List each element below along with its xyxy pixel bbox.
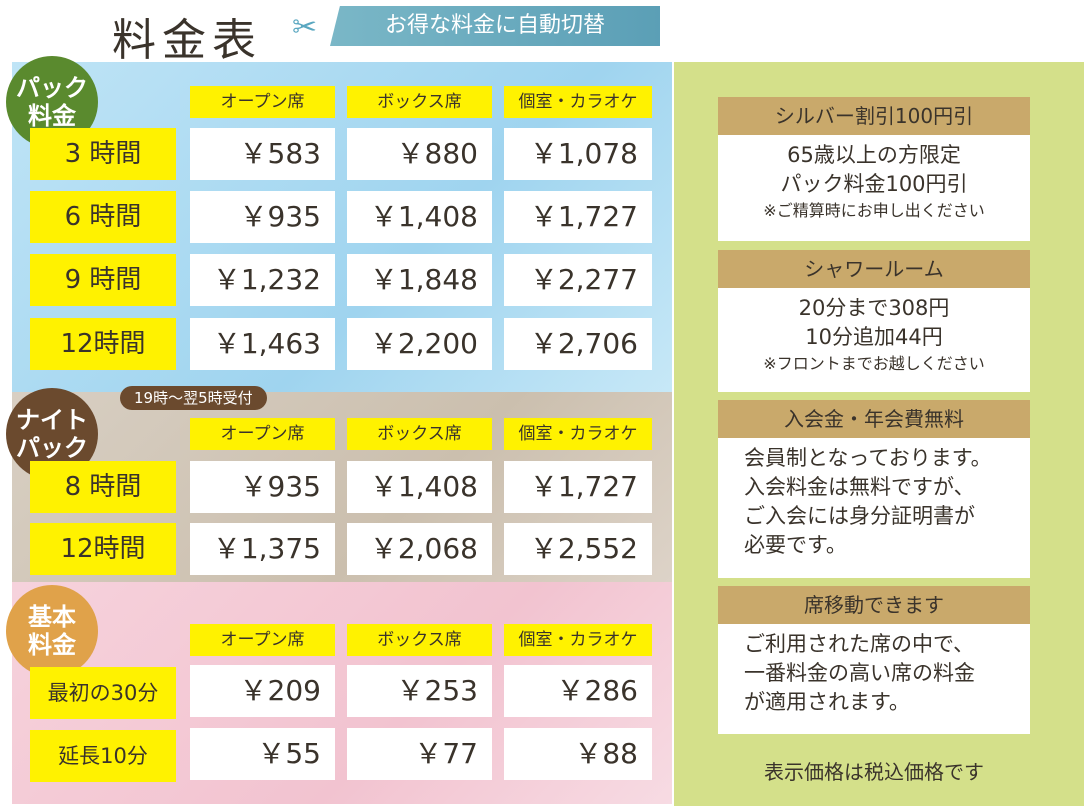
price-cell: ￥209	[190, 665, 335, 717]
price-cell: ￥253	[347, 665, 492, 717]
col-header-box: ボックス席	[347, 624, 492, 656]
col-header-open: オープン席	[190, 624, 335, 656]
price-cell: ￥1,727	[504, 461, 652, 513]
row-label: 12時間	[30, 318, 176, 370]
info-line: 一番料金の高い席の料金	[744, 661, 975, 685]
col-header-box: ボックス席	[347, 418, 492, 450]
info-line: ご入会には身分証明書が	[744, 504, 975, 528]
seat-change-body: ご利用された席の中で、 一番料金の高い席の料金 が適用されます。	[718, 624, 1030, 734]
info-line: パック料金100円引	[780, 172, 968, 196]
price-cell: ￥2,068	[347, 523, 492, 575]
price-cell: ￥2,706	[504, 318, 652, 370]
price-cell: ￥77	[347, 728, 492, 780]
info-line: が適用されます。	[744, 690, 910, 714]
price-cell: ￥935	[190, 191, 335, 243]
row-label: 12時間	[30, 523, 176, 575]
row-label: 3 時間	[30, 128, 176, 180]
badge-line: 料金	[28, 102, 76, 130]
price-cell: ￥880	[347, 128, 492, 180]
night-hours-note: 19時～翌5時受付	[120, 386, 267, 410]
price-cell: ￥1,463	[190, 318, 335, 370]
col-header-box: ボックス席	[347, 86, 492, 118]
info-line: 入会料金は無料ですが、	[744, 475, 975, 499]
night-pack-badge: ナイト パック	[6, 388, 98, 480]
price-cell: ￥55	[190, 728, 335, 780]
price-cell: ￥2,552	[504, 523, 652, 575]
info-line: 65歳以上の方限定	[787, 143, 961, 167]
col-header-private: 個室・カラオケ	[504, 624, 652, 656]
info-line: 必要です。	[744, 533, 847, 557]
price-cell: ￥1,375	[190, 523, 335, 575]
badge-line: ナイト	[16, 406, 88, 434]
price-cell: ￥1,078	[504, 128, 652, 180]
info-line: 20分まで308円	[798, 296, 950, 320]
price-cell: ￥1,232	[190, 254, 335, 306]
info-line: 会員制となっております。	[744, 446, 992, 470]
col-header-open: オープン席	[190, 418, 335, 450]
info-line: 10分追加44円	[805, 325, 943, 349]
price-cell: ￥1,727	[504, 191, 652, 243]
price-cell: ￥88	[504, 728, 652, 780]
shower-body: 20分まで308円 10分追加44円 ※フロントまでお越しください	[718, 288, 1030, 392]
row-label: 9 時間	[30, 254, 176, 306]
col-header-private: 個室・カラオケ	[504, 418, 652, 450]
price-cell: ￥2,200	[347, 318, 492, 370]
row-label: 延長10分	[30, 730, 176, 782]
shower-heading: シャワールーム	[718, 250, 1030, 288]
price-cell: ￥935	[190, 461, 335, 513]
col-header-open: オープン席	[190, 86, 335, 118]
badge-line: 料金	[28, 631, 76, 659]
price-cell: ￥1,848	[347, 254, 492, 306]
info-note: ※フロントまでお越しください	[763, 354, 985, 373]
silver-discount-heading: シルバー割引100円引	[718, 97, 1030, 135]
auto-switch-banner: お得な料金に自動切替	[330, 6, 660, 46]
price-cell: ￥1,408	[347, 191, 492, 243]
row-label: 最初の30分	[30, 667, 176, 719]
price-cell: ￥583	[190, 128, 335, 180]
col-header-private: 個室・カラオケ	[504, 86, 652, 118]
price-cell: ￥286	[504, 665, 652, 717]
silver-discount-body: 65歳以上の方限定 パック料金100円引 ※ご精算時にお申し出ください	[718, 135, 1030, 241]
badge-line: パック	[16, 74, 88, 102]
row-label: 8 時間	[30, 461, 176, 513]
row-label: 6 時間	[30, 191, 176, 243]
badge-line: パック	[16, 434, 88, 462]
scissors-icon: ✂	[292, 10, 318, 45]
tax-included-note: 表示価格は税込価格です	[764, 760, 984, 784]
membership-heading: 入会金・年会費無料	[718, 400, 1030, 438]
badge-line: 基本	[28, 603, 76, 631]
seat-change-heading: 席移動できます	[718, 586, 1030, 624]
info-line: ご利用された席の中で、	[744, 632, 975, 656]
info-note: ※ご精算時にお申し出ください	[763, 201, 985, 220]
basic-badge: 基本 料金	[6, 585, 98, 677]
price-cell: ￥1,408	[347, 461, 492, 513]
price-cell: ￥2,277	[504, 254, 652, 306]
page-title: 料金表	[112, 15, 262, 66]
membership-body: 会員制となっております。 入会料金は無料ですが、 ご入会には身分証明書が 必要で…	[718, 438, 1030, 578]
